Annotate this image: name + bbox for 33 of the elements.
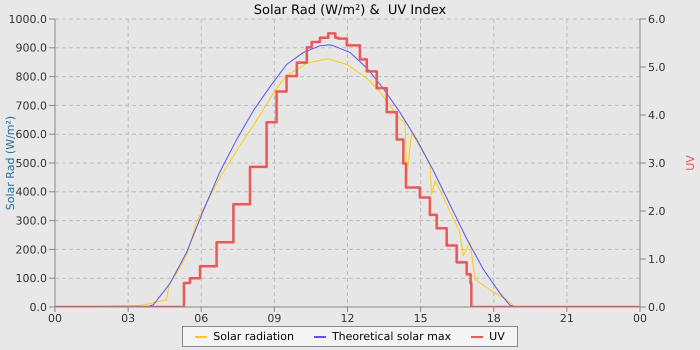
x-tick-label: 09: [267, 312, 282, 325]
y2-tick-label: 3.0: [648, 156, 666, 170]
y2-axis-title: UV: [684, 154, 697, 171]
x-tick-label: 03: [121, 312, 136, 325]
y-tick-label: 200.0: [16, 243, 47, 256]
x-tick-label: 18: [486, 312, 501, 325]
y2-tick-label: 4.0: [648, 108, 666, 122]
y2-tick-label: 1.0: [648, 252, 666, 266]
x-tick-label: 21: [560, 312, 574, 325]
y2-tick-label: 6.0: [648, 12, 666, 26]
y-tick-label: 400.0: [16, 186, 47, 199]
y-tick-label: 900.0: [16, 42, 47, 55]
x-tick-label: 00: [48, 312, 62, 325]
legend-label: Solar radiation: [212, 330, 294, 343]
x-tick-label: 00: [633, 312, 647, 325]
y-tick-label: 700.0: [16, 99, 47, 112]
y-tick-label: 100.0: [16, 272, 47, 286]
y-tick-label: 600.0: [16, 128, 47, 142]
y2-tick-label: 0.0: [648, 300, 666, 314]
chart-title: Solar Rad (W/m²) & UV Index: [254, 3, 446, 18]
x-tick-label: 06: [194, 312, 208, 325]
y2-tick-label: 5.0: [648, 60, 666, 74]
legend-label: Theoretical solar max: [330, 330, 452, 343]
y-axis-title: Solar Rad (W/m²): [4, 116, 17, 210]
y-tick-label: 800.0: [16, 70, 47, 84]
legend-label: UV: [488, 330, 505, 343]
x-tick-label: 15: [414, 312, 428, 325]
y-tick-label: 0.0: [30, 300, 47, 314]
y-tick-label: 300.0: [16, 214, 47, 228]
y-tick-label: 500.0: [16, 156, 47, 170]
y2-tick-label: 2.0: [648, 204, 666, 218]
y-tick-label: 1000.0: [8, 12, 47, 26]
x-tick-label: 12: [340, 312, 354, 325]
